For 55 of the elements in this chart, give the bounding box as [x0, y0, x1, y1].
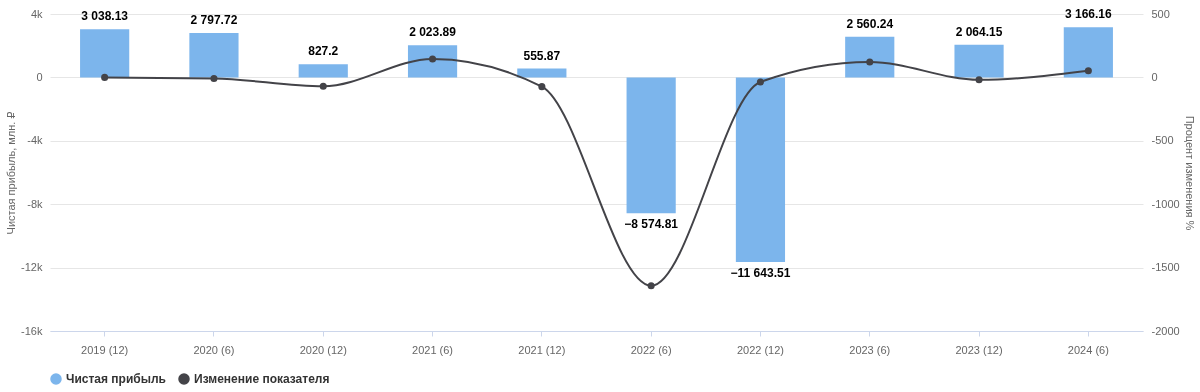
point: [538, 83, 546, 91]
x-tick-label: 2020 (12): [299, 343, 347, 356]
y2-tick-label: -1500: [1151, 261, 1180, 274]
y-tick-label: -12k: [21, 261, 43, 274]
y2-tick-label: 500: [1151, 7, 1170, 20]
bar: [298, 64, 348, 78]
data-label: 2 560.24: [846, 16, 894, 31]
y-tick-label: 0: [36, 70, 43, 83]
y2-tick-label: -500: [1151, 134, 1174, 147]
data-label: 2 064.15: [955, 24, 1003, 39]
point: [756, 78, 764, 86]
x-tick-label: 2019 (12): [81, 343, 129, 356]
point: [866, 58, 874, 66]
bar: [845, 36, 895, 78]
data-label: 3 038.13: [81, 9, 129, 24]
point: [975, 76, 983, 84]
y2-tick-label: 0: [1151, 70, 1158, 83]
y-tick-label: -8k: [27, 197, 43, 210]
y-tick-label: -16k: [21, 324, 43, 337]
legend-label: Чистая прибыль: [66, 372, 166, 386]
y-tick-label: -4k: [27, 134, 43, 147]
point: [429, 55, 437, 63]
x-tick-label: 2024 (6): [1067, 343, 1109, 356]
y-axis-title: Чистая прибыль, млн. ₽: [5, 111, 18, 235]
y2-tick-label: -2000: [1151, 324, 1180, 337]
x-tick-label: 2023 (12): [955, 343, 1003, 356]
data-label: −8 574.81: [624, 217, 679, 232]
data-label: 3 166.16: [1064, 7, 1113, 22]
point: [647, 282, 655, 290]
x-tick-label: 2023 (6): [849, 343, 891, 356]
x-tick-label: 2020 (6): [193, 343, 235, 356]
x-tick-label: 2022 (12): [736, 343, 784, 356]
bar: [735, 77, 786, 262]
point: [101, 73, 109, 81]
legend-label: Изменение показателя: [194, 372, 330, 386]
bar: [954, 44, 1004, 78]
bar: [189, 33, 239, 78]
point: [1084, 67, 1092, 75]
y2-axis-title: Процент изменения %: [1183, 115, 1196, 231]
data-label: 2 023.89: [409, 25, 457, 40]
x-tick-label: 2021 (6): [412, 343, 454, 356]
x-tick-label: 2021 (12): [518, 343, 566, 356]
data-label: 827.2: [308, 44, 339, 59]
y-tick-label: 4k: [30, 7, 43, 20]
bar: [1063, 27, 1113, 78]
bar: [626, 77, 676, 214]
point: [210, 74, 218, 82]
data-label: −11 643.51: [730, 265, 791, 280]
point: [319, 82, 327, 90]
data-label: 2 797.72: [190, 13, 238, 28]
x-tick-label: 2022 (6): [630, 343, 672, 356]
bar: [407, 45, 458, 78]
y2-tick-label: -1000: [1151, 197, 1180, 210]
data-label: 555.87: [523, 48, 561, 63]
bar: [80, 29, 130, 78]
